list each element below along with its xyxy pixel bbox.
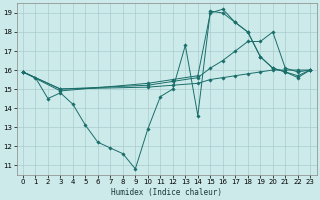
X-axis label: Humidex (Indice chaleur): Humidex (Indice chaleur): [111, 188, 222, 197]
